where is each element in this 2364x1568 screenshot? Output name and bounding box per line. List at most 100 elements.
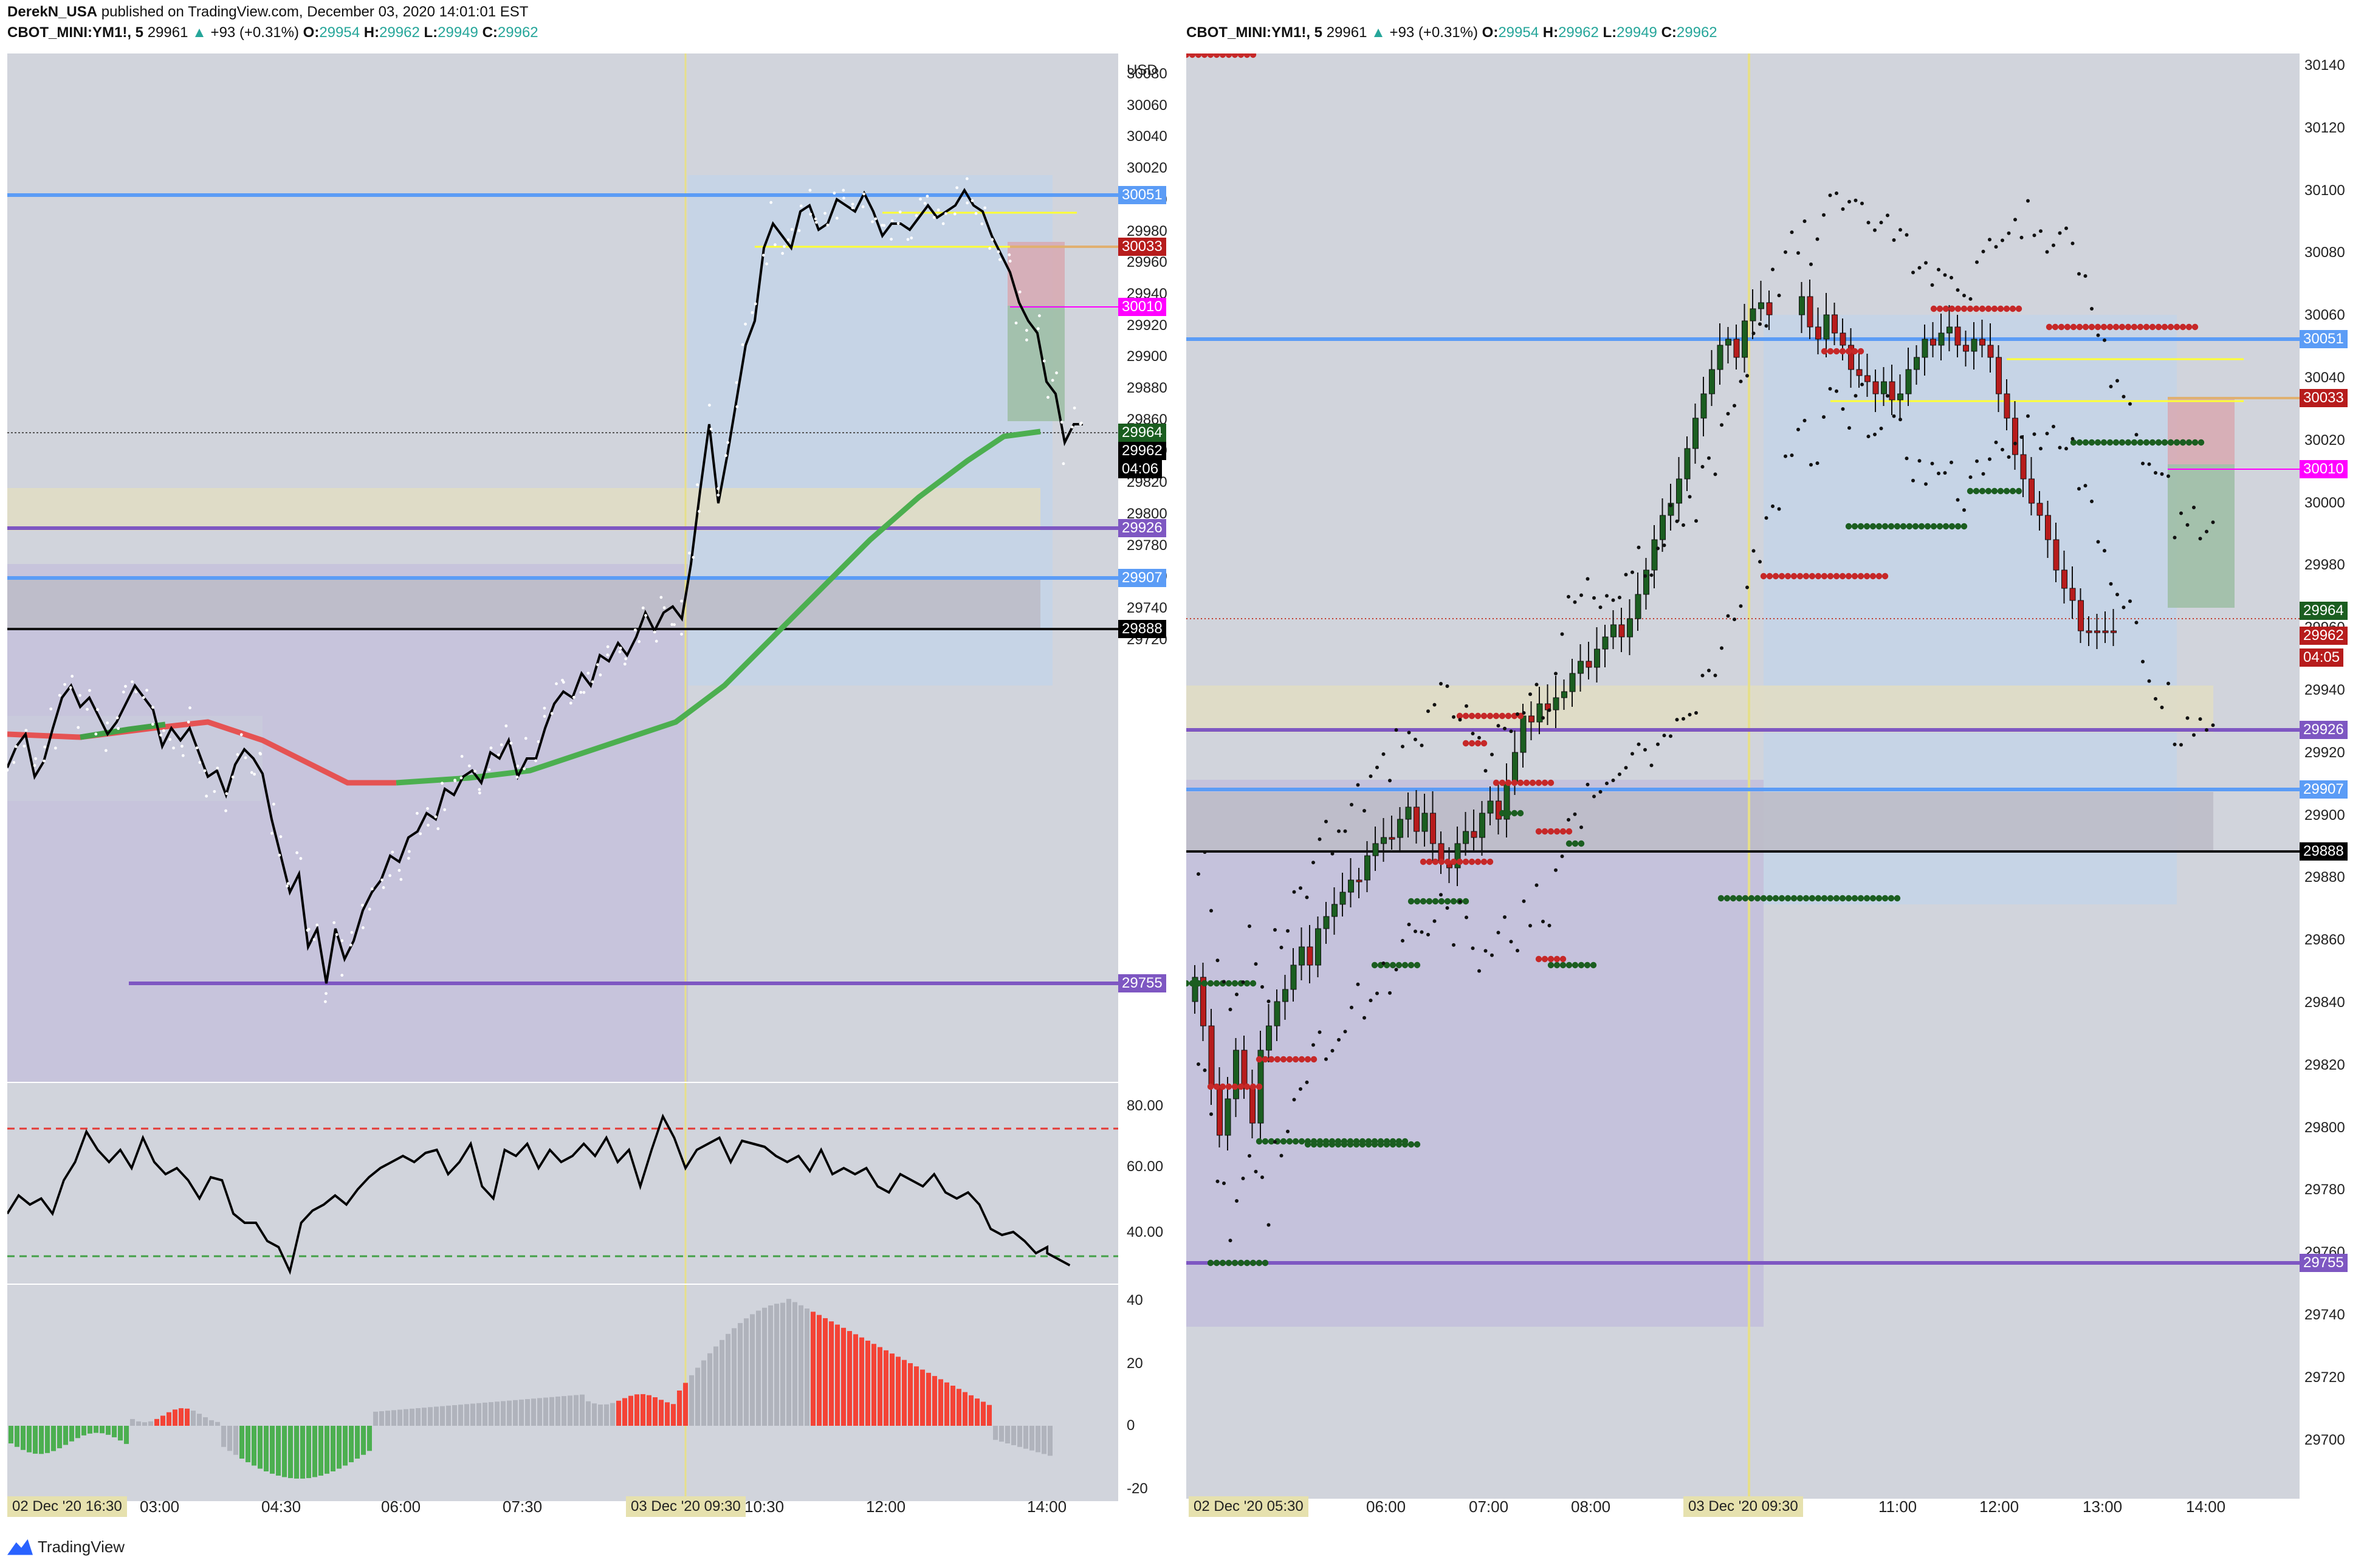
candle[interactable] — [1872, 370, 1879, 412]
candle[interactable] — [1471, 810, 1477, 853]
candle[interactable] — [1421, 794, 1428, 847]
candle[interactable] — [1307, 925, 1313, 983]
candle[interactable] — [2094, 614, 2100, 649]
candle[interactable] — [1315, 916, 1321, 977]
candle[interactable] — [2012, 401, 2018, 470]
candle[interactable] — [1323, 902, 1330, 944]
candle[interactable] — [2020, 435, 2027, 497]
candle[interactable] — [1979, 320, 1985, 357]
candle[interactable] — [2078, 588, 2084, 643]
candle[interactable] — [1381, 818, 1387, 862]
candle[interactable] — [1848, 328, 1854, 388]
tradingview-logo[interactable]: TradingView — [7, 1538, 125, 1556]
candle[interactable] — [1389, 816, 1395, 850]
candle[interactable] — [1725, 327, 1731, 363]
candle[interactable] — [1282, 975, 1288, 1020]
candle[interactable] — [1963, 331, 1969, 366]
candle[interactable] — [2102, 611, 2109, 643]
candle[interactable] — [1660, 498, 1666, 552]
candle[interactable] — [1651, 525, 1658, 588]
right-price-axis[interactable]: 30140 30120 30100 30080 30060 30040 30020 30000… — [2300, 53, 2364, 1499]
candle[interactable] — [1742, 304, 1748, 373]
candle[interactable] — [1397, 807, 1403, 853]
candle[interactable] — [2029, 457, 2035, 515]
candle[interactable] — [1922, 325, 1928, 376]
left-macd-pane[interactable] — [7, 1285, 1118, 1501]
candle[interactable] — [1192, 965, 1198, 1014]
candle[interactable] — [1348, 858, 1354, 907]
candle[interactable] — [1414, 790, 1420, 844]
candle[interactable] — [1832, 303, 1838, 345]
right-symbol[interactable]: CBOT_MINI:YM1!, 5 — [1186, 24, 1323, 41]
left-price-axis[interactable]: 3008030060300403002030000299802996029940… — [1118, 53, 1179, 1501]
candle[interactable] — [1930, 322, 1936, 357]
candle[interactable] — [1356, 868, 1362, 898]
candle[interactable] — [1274, 989, 1280, 1041]
candle[interactable] — [1856, 350, 1863, 388]
candle[interactable] — [1602, 625, 1609, 667]
candle[interactable] — [2069, 566, 2076, 619]
right-price-pane[interactable] — [1186, 53, 2300, 1499]
left-price-pane[interactable] — [7, 53, 1118, 1082]
candle[interactable] — [1364, 841, 1370, 892]
candle[interactable] — [1200, 963, 1206, 1041]
candle[interactable] — [1536, 687, 1543, 734]
candle[interactable] — [1807, 280, 1813, 339]
candle[interactable] — [1815, 308, 1821, 354]
candle[interactable] — [1430, 791, 1436, 862]
candle[interactable] — [2004, 379, 2010, 430]
candle[interactable] — [2045, 501, 2051, 558]
candle[interactable] — [1594, 627, 1600, 683]
candle[interactable] — [1299, 927, 1305, 980]
candle[interactable] — [1553, 676, 1559, 728]
candle[interactable] — [1331, 887, 1338, 935]
candle[interactable] — [1897, 374, 1903, 418]
candle[interactable] — [1692, 404, 1699, 464]
candle[interactable] — [1561, 679, 1567, 710]
candle[interactable] — [1635, 573, 1641, 631]
candle[interactable] — [1339, 873, 1346, 916]
candle[interactable] — [1643, 558, 1649, 610]
candle[interactable] — [1454, 827, 1461, 886]
candle[interactable] — [1864, 354, 1871, 397]
candle[interactable] — [1914, 345, 1920, 385]
candle[interactable] — [1479, 801, 1485, 856]
candle[interactable] — [1627, 599, 1633, 655]
candle[interactable] — [1996, 345, 2002, 412]
candle[interactable] — [1610, 610, 1617, 649]
left-symbol[interactable]: CBOT_MINI:YM1!, 5 — [7, 24, 144, 41]
candle[interactable] — [1971, 322, 1977, 370]
candle[interactable] — [1905, 348, 1912, 406]
candle[interactable] — [1290, 948, 1297, 1002]
candle[interactable] — [2036, 491, 2043, 531]
candle[interactable] — [1823, 293, 1830, 357]
candle[interactable] — [1372, 827, 1379, 871]
candle[interactable] — [1266, 1004, 1272, 1062]
candle[interactable] — [1569, 659, 1576, 707]
candle[interactable] — [1733, 325, 1740, 370]
candle[interactable] — [1938, 314, 1945, 360]
candle[interactable] — [1881, 367, 1887, 406]
candle[interactable] — [1700, 377, 1707, 436]
candle[interactable] — [2053, 523, 2060, 582]
layout-divider[interactable] — [1179, 53, 1186, 1501]
candle[interactable] — [1676, 457, 1682, 521]
candle[interactable] — [1496, 784, 1502, 834]
candle[interactable] — [1954, 315, 1961, 357]
author-name[interactable]: DerekN_USA — [7, 4, 98, 20]
candle[interactable] — [1799, 282, 1805, 333]
candle[interactable] — [1618, 608, 1625, 652]
candle[interactable] — [1233, 1038, 1239, 1117]
candle[interactable] — [1889, 365, 1895, 415]
left-price-line[interactable] — [7, 188, 1083, 984]
candle[interactable] — [1463, 812, 1469, 856]
candle[interactable] — [1709, 350, 1715, 406]
candle[interactable] — [1750, 289, 1756, 339]
candle[interactable] — [1758, 281, 1764, 321]
candle[interactable] — [1766, 291, 1773, 330]
candle[interactable] — [1586, 642, 1592, 679]
candle[interactable] — [2061, 551, 2067, 603]
candle[interactable] — [1405, 793, 1412, 837]
candle[interactable] — [1528, 701, 1534, 740]
left-rsi-pane[interactable] — [7, 1083, 1118, 1284]
